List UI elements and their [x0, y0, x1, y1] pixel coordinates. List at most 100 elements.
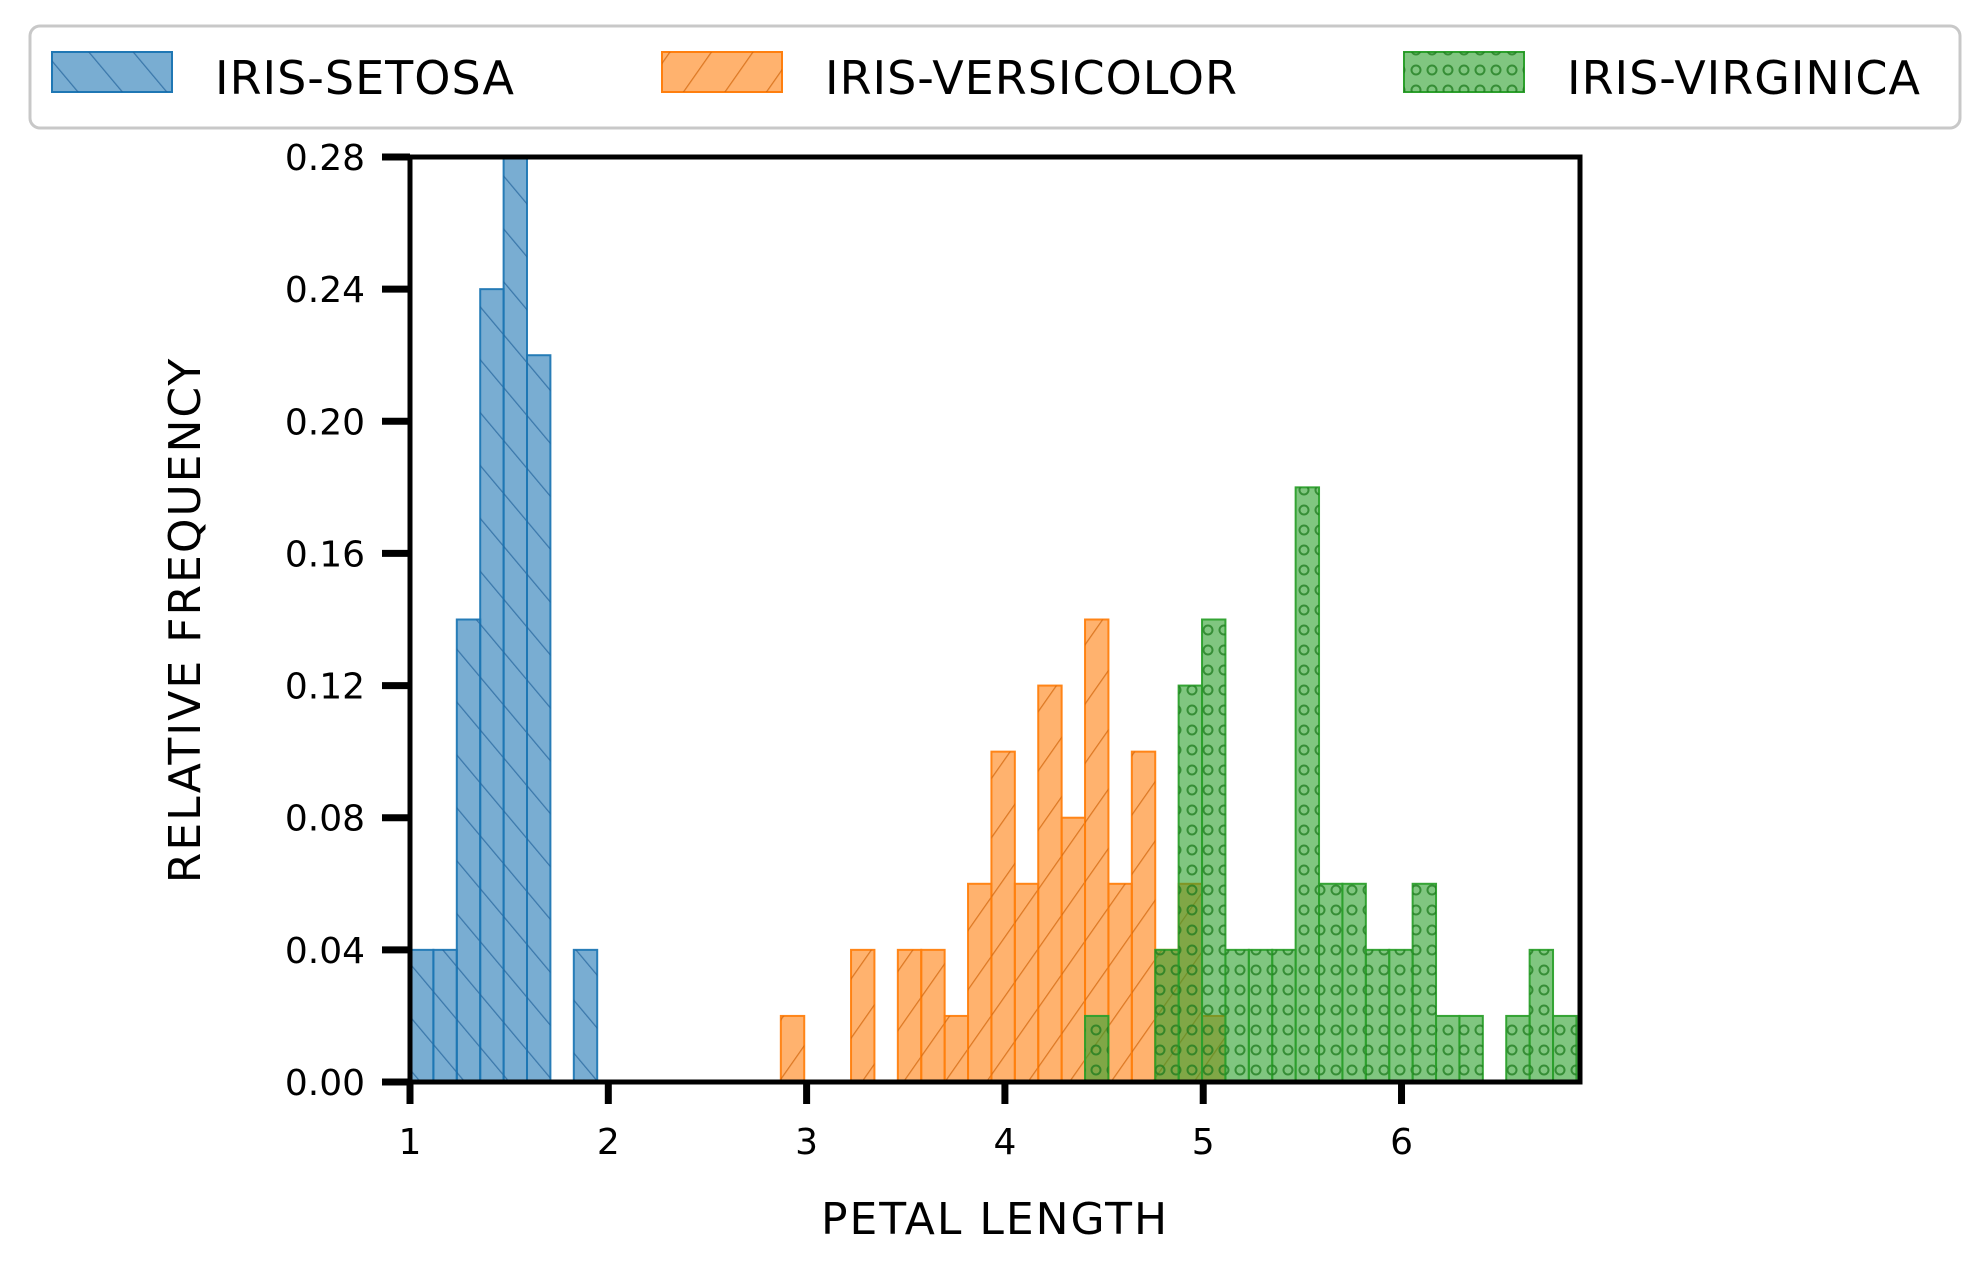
bar-iris-versicolor-6	[990, 750, 1016, 1084]
bar-iris-virginica-15	[1505, 1014, 1531, 1084]
bar-iris-virginica-3	[1201, 618, 1227, 1083]
legend-entry-virginica: IRIS-VIRGINICA	[1403, 51, 1921, 105]
bar-hatch	[503, 157, 527, 1082]
y-axis: 0.00 0.04 0.08 0.12 0.16 0.20 0.24 0.28	[285, 138, 410, 1104]
bar-hatch	[1178, 685, 1203, 1082]
bar-iris-virginica-1	[1154, 948, 1180, 1083]
bar-hatch	[968, 883, 992, 1082]
bar-hatch	[1436, 1015, 1460, 1082]
bar-iris-versicolor-8	[1037, 684, 1063, 1083]
bar-hatch	[780, 1015, 805, 1082]
bar-iris-setosa-3	[479, 288, 505, 1083]
bar-iris-virginica-14	[1458, 1014, 1484, 1084]
bar-hatch	[433, 949, 457, 1082]
bar-iris-versicolor-11	[1107, 882, 1133, 1083]
bar-iris-setosa-0	[409, 948, 435, 1083]
bar-hatch	[410, 949, 434, 1082]
bar-hatch	[1459, 1015, 1483, 1082]
bar-iris-setosa-4	[502, 156, 529, 1083]
bar-hatch	[1014, 883, 1039, 1082]
bar-hatch	[1248, 949, 1273, 1082]
bar-hatch	[1085, 619, 1109, 1082]
bar-hatch	[1131, 751, 1156, 1082]
bar-iris-virginica-5	[1247, 948, 1274, 1083]
bar-hatch	[456, 619, 481, 1082]
bar-iris-virginica-12	[1411, 882, 1438, 1083]
y-tick-label: 0.04	[285, 931, 365, 972]
x-tick-label: 6	[1390, 1122, 1413, 1163]
bar-iris-versicolor-0	[779, 1014, 806, 1084]
bar-iris-setosa-6	[572, 948, 599, 1083]
bar-hatch	[1061, 817, 1086, 1082]
bar-hatch	[1365, 949, 1390, 1082]
bar-hatch	[1342, 883, 1366, 1082]
x-tick-label: 2	[597, 1122, 620, 1163]
legend-swatch-setosa-hatch	[52, 52, 172, 92]
bar-iris-versicolor-4	[943, 1014, 970, 1084]
bar-hatch	[1038, 685, 1062, 1082]
legend-swatch-versicolor-hatch	[662, 52, 782, 92]
bars-layer	[409, 156, 1578, 1084]
legend-swatch-virginica-hatch	[1404, 52, 1524, 92]
bar-iris-virginica-13	[1435, 1014, 1461, 1084]
bar-hatch	[1108, 883, 1132, 1082]
x-tick-label: 3	[795, 1122, 818, 1163]
y-axis-title: RELATIVE FREQUENCY	[160, 357, 211, 883]
bar-hatch	[1389, 949, 1413, 1082]
bar-hatch	[573, 949, 598, 1082]
bar-hatch	[1202, 619, 1226, 1082]
bar-hatch	[1085, 1015, 1109, 1082]
legend-entry-setosa: IRIS-SETOSA	[51, 51, 515, 105]
bar-iris-virginica-0	[1084, 1014, 1110, 1084]
legend: IRIS-SETOSA IRIS-VERSICOLOR IRIS-VIRGINI…	[28, 24, 1962, 130]
bar-iris-virginica-6	[1271, 948, 1297, 1083]
bar-hatch	[991, 751, 1015, 1082]
bar-iris-virginica-8	[1318, 882, 1344, 1083]
bar-iris-virginica-11	[1388, 948, 1414, 1083]
bar-iris-versicolor-2	[896, 948, 923, 1083]
bar-hatch	[1319, 883, 1343, 1082]
bar-hatch	[897, 949, 922, 1082]
bar-hatch	[921, 949, 945, 1082]
bar-hatch	[1506, 1015, 1530, 1082]
legend-entry-versicolor: IRIS-VERSICOLOR	[661, 51, 1238, 105]
legend-label-virginica: IRIS-VIRGINICA	[1567, 51, 1921, 105]
x-tick-label: 5	[1192, 1122, 1215, 1163]
bar-iris-versicolor-12	[1130, 750, 1157, 1084]
bar-iris-versicolor-1	[850, 948, 876, 1083]
bar-hatch	[1529, 949, 1554, 1082]
bar-hatch	[527, 355, 551, 1082]
bar-hatch	[1272, 949, 1296, 1082]
bar-iris-virginica-7	[1294, 486, 1321, 1084]
bar-iris-setosa-1	[432, 948, 458, 1083]
y-tick-label: 0.24	[285, 270, 365, 311]
bar-hatch	[944, 1015, 969, 1082]
bar-iris-virginica-4	[1224, 948, 1250, 1083]
bar-iris-virginica-10	[1364, 948, 1391, 1083]
bar-iris-setosa-2	[455, 618, 482, 1083]
bar-hatch	[480, 289, 504, 1083]
y-tick-label: 0.20	[285, 402, 365, 443]
y-tick-label: 0.12	[285, 667, 365, 708]
bar-iris-versicolor-9	[1060, 816, 1087, 1083]
bar-iris-virginica-16	[1528, 948, 1555, 1083]
y-tick-label: 0.00	[285, 1063, 365, 1104]
y-tick-label: 0.16	[285, 534, 365, 575]
x-tick-label: 4	[993, 1122, 1016, 1163]
plot-frame	[407, 154, 1583, 1085]
x-axis-title: PETAL LENGTH	[821, 1194, 1169, 1245]
bar-hatch	[1155, 949, 1179, 1082]
legend-label-setosa: IRIS-SETOSA	[215, 51, 515, 105]
bar-iris-virginica-17	[1552, 1014, 1578, 1084]
legend-label-versicolor: IRIS-VERSICOLOR	[825, 51, 1238, 105]
bar-hatch	[1553, 1015, 1577, 1082]
bar-hatch	[1225, 949, 1249, 1082]
x-tick-label: 1	[399, 1122, 422, 1163]
x-axis: 1 2 3 4 5 6	[399, 1082, 1413, 1163]
y-tick-label: 0.08	[285, 799, 365, 840]
y-tick-label: 0.28	[285, 138, 365, 179]
bar-hatch	[1295, 487, 1320, 1082]
bar-iris-virginica-9	[1341, 882, 1367, 1083]
bar-iris-versicolor-5	[967, 882, 993, 1083]
